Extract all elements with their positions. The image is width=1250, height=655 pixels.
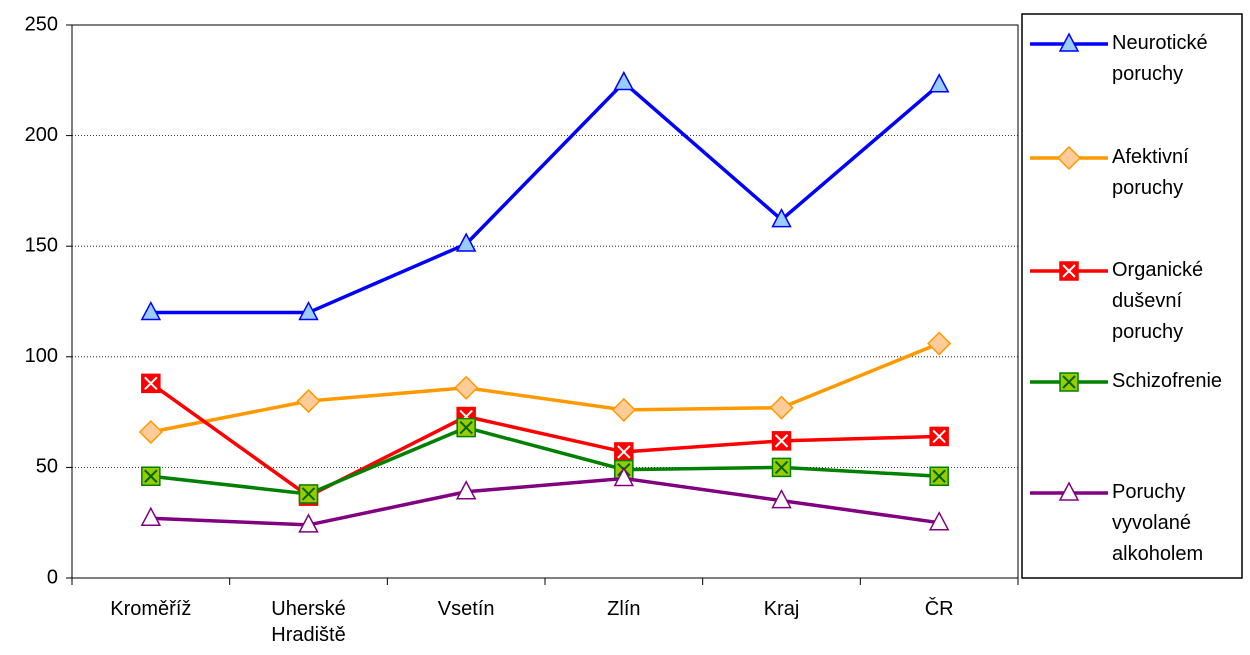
- marker: [298, 300, 319, 321]
- marker: [298, 484, 319, 504]
- marker: [140, 506, 162, 527]
- marker-part: [774, 434, 789, 448]
- series-line: [150, 425, 940, 496]
- legend-label: Schizofrenie: [1112, 370, 1223, 392]
- marker-part: [932, 469, 946, 483]
- marker: [928, 73, 950, 93]
- marker-part: [1062, 375, 1076, 389]
- series-line: [150, 476, 940, 527]
- y-tick-label: 250: [25, 13, 58, 35]
- marker-part: [771, 488, 792, 509]
- marker: [141, 466, 161, 486]
- marker: [1056, 145, 1082, 171]
- marker-part: [144, 376, 158, 391]
- marker-part: [454, 375, 479, 400]
- marker-part: [298, 513, 319, 533]
- x-tick-label: ČR: [924, 598, 954, 620]
- marker-part: [144, 469, 158, 483]
- marker: [298, 513, 319, 533]
- marker-part: [613, 466, 635, 487]
- marker: [456, 417, 476, 438]
- marker: [1058, 481, 1080, 501]
- marker: [771, 431, 792, 451]
- marker: [771, 208, 792, 228]
- x-tick-label: Zlín: [607, 598, 641, 620]
- y-tick-label: 200: [25, 124, 58, 146]
- marker-part: [932, 429, 946, 444]
- marker-part: [140, 506, 162, 527]
- marker: [141, 373, 161, 394]
- legend-box: [1021, 13, 1243, 579]
- legend-label: Afektivní poruchy: [1112, 146, 1189, 199]
- y-tick-label: 150: [25, 234, 58, 256]
- series-line: [150, 341, 940, 434]
- marker-part: [455, 232, 477, 252]
- legend-label: Neurotické poruchy: [1112, 32, 1208, 85]
- marker-part: [301, 487, 316, 501]
- x-tick-label: Kraj: [763, 598, 800, 620]
- legend-label: Organické duševní poruchy: [1112, 259, 1204, 343]
- x-tick-label: Kroměříž: [110, 598, 192, 620]
- marker: [1058, 32, 1080, 52]
- legend-label: Poruchy vyvolané alkoholem: [1112, 481, 1204, 565]
- marker: [1059, 372, 1079, 392]
- x-tick-label: Vsetín: [437, 598, 495, 620]
- marker: [1059, 261, 1079, 281]
- marker-part: [138, 419, 163, 445]
- plot-frame: [71, 24, 1019, 579]
- marker-part: [1058, 32, 1080, 52]
- marker: [455, 232, 477, 252]
- marker: [929, 426, 949, 447]
- y-tick-label: 100: [25, 345, 58, 367]
- marker-part: [611, 397, 636, 422]
- marker-part: [296, 388, 321, 414]
- marker-part: [769, 395, 794, 420]
- marker: [928, 511, 950, 531]
- marker: [771, 457, 792, 478]
- series-line: [149, 381, 940, 499]
- marker: [613, 70, 635, 91]
- marker-part: [928, 511, 950, 531]
- marker-part: [455, 480, 477, 500]
- marker-part: [459, 420, 473, 435]
- marker-part: [1062, 264, 1076, 278]
- marker-part: [927, 331, 952, 356]
- marker: [140, 300, 162, 321]
- marker-part: [1058, 481, 1080, 501]
- x-tick-label: Uherské Hradiště: [271, 598, 346, 646]
- marker: [611, 397, 636, 422]
- marker: [769, 395, 794, 420]
- series-line: [150, 80, 941, 315]
- marker-part: [774, 460, 789, 475]
- marker: [771, 488, 792, 509]
- marker-part: [617, 445, 631, 459]
- y-tick-label: 50: [36, 456, 58, 478]
- marker-part: [771, 208, 792, 228]
- marker-part: [140, 300, 162, 321]
- marker-part: [928, 73, 950, 93]
- marker: [296, 388, 321, 414]
- marker-part: [613, 70, 635, 91]
- marker-part: [298, 300, 319, 321]
- marker: [454, 375, 479, 400]
- marker: [138, 419, 163, 445]
- marker: [927, 331, 952, 356]
- marker: [613, 466, 635, 487]
- marker: [929, 466, 949, 486]
- marker-part: [1056, 145, 1082, 171]
- marker: [614, 442, 634, 462]
- y-tick-label: 0: [47, 566, 58, 588]
- marker: [455, 480, 477, 500]
